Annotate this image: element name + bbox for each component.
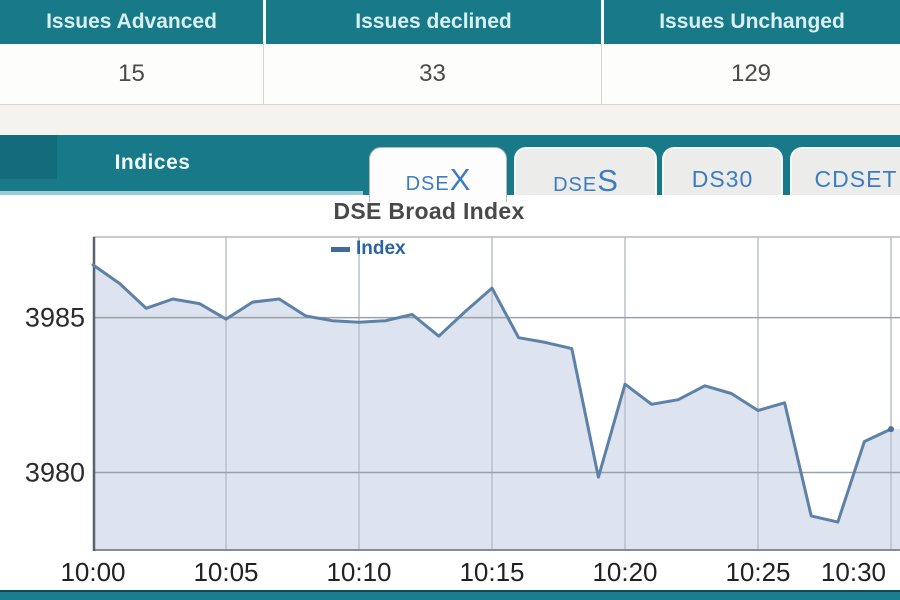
value-issues-declined: 33 — [263, 44, 601, 104]
indices-bar-underline — [0, 191, 366, 195]
x-tick-label: 10:15 — [459, 557, 524, 587]
tab-label-large: S — [597, 163, 618, 198]
tab-label-small: DSE — [405, 173, 450, 195]
line-endpoint-dot — [888, 426, 894, 433]
chart-title: DSE Broad Index — [333, 198, 525, 224]
x-tick-label: 10:10 — [326, 557, 391, 587]
indices-section-title: Indices — [114, 151, 191, 174]
x-tick-label: 10:00 — [60, 557, 125, 587]
chart-legend: Index — [331, 237, 406, 261]
indices-bar-accent — [0, 135, 57, 179]
tab-cdset[interactable]: CDSET — [790, 147, 900, 202]
area-fill — [93, 264, 900, 550]
legend-series-label: Index — [356, 238, 406, 259]
footer-bar — [0, 590, 900, 600]
tab-label-large: X — [449, 162, 471, 197]
header-issues-declined: Issues declined — [263, 0, 601, 44]
tab-ds30[interactable]: DS30 — [662, 147, 783, 202]
value-issues-advanced: 15 — [118, 60, 145, 87]
x-tick-label: 10:25 — [725, 557, 790, 587]
x-tick-label: 10:05 — [193, 557, 258, 587]
y-tick-label: 3985 — [25, 303, 85, 333]
x-tick-label: 10:30 — [821, 557, 886, 587]
tab-dsex[interactable]: DSE X — [369, 147, 507, 202]
header-issues-advanced: Issues Advanced — [0, 0, 263, 44]
issues-table-value-row: 15 33 129 — [0, 44, 900, 105]
legend-line-swatch — [331, 246, 350, 252]
tab-dses[interactable]: DSE S — [514, 147, 657, 202]
tab-label: DS30 — [691, 166, 754, 192]
y-tick-label: 3980 — [25, 458, 85, 488]
indices-tab-strip: DSE X DSE S DS30 CDSET — [363, 135, 900, 202]
x-tick-label: 10:20 — [592, 557, 657, 587]
issues-summary-table: Issues Advanced Issues declined Issues U… — [0, 0, 900, 105]
tab-label: CDSET — [814, 166, 898, 192]
issues-table-header-row: Issues Advanced Issues declined Issues U… — [0, 0, 900, 44]
value-issues-unchanged: 129 — [601, 44, 900, 104]
header-issues-unchanged: Issues Unchanged — [601, 0, 900, 44]
index-line — [91, 263, 893, 524]
tab-label-small: DSE — [553, 174, 598, 196]
